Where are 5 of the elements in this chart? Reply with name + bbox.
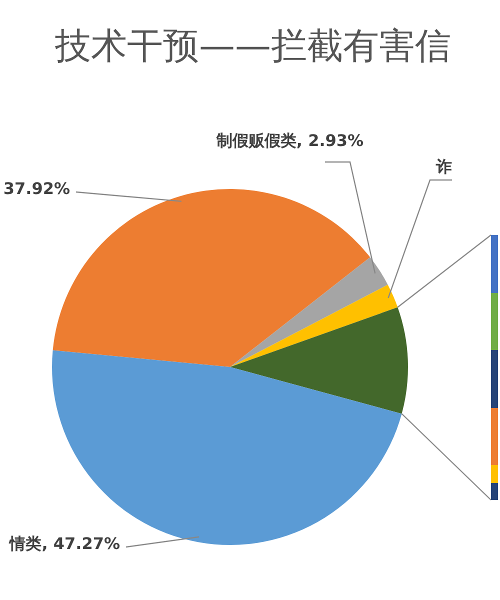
- chart-title: 技术干预——拦截有害信: [55, 25, 451, 69]
- slice-label: 诈: [435, 157, 452, 176]
- data-label: 37.92%: [3, 179, 70, 198]
- slice-label: 情类, 47.27%: [8, 534, 120, 554]
- slice-label: 制假贩假类, 2.93%: [215, 131, 364, 150]
